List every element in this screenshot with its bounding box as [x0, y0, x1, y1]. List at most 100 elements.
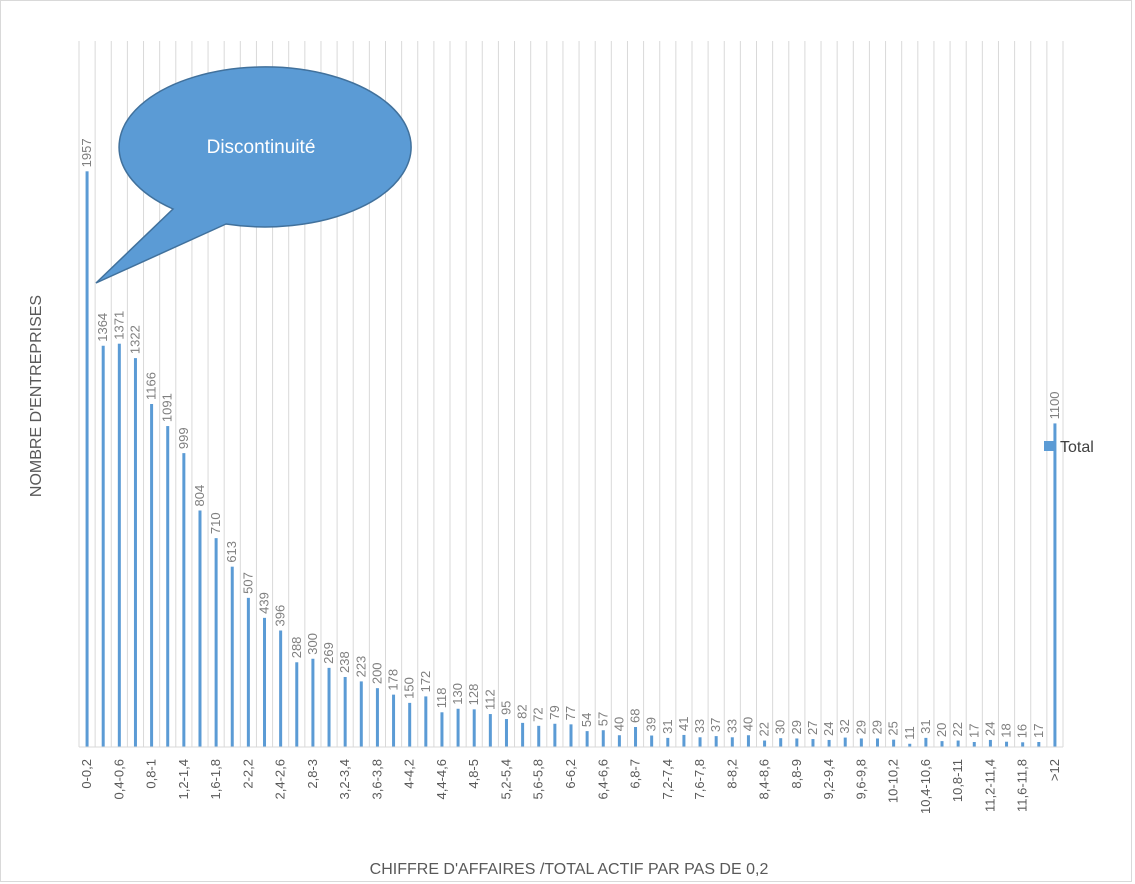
bar [601, 730, 605, 747]
x-tick-label: 0,8-1 [144, 759, 159, 789]
bar [730, 737, 734, 747]
data-label: 269 [321, 642, 336, 664]
x-tick-label: 2-2,2 [240, 759, 255, 789]
data-label: 54 [579, 713, 594, 727]
data-label: 112 [482, 689, 497, 710]
data-label: 238 [337, 651, 352, 673]
x-tick-label: 6,4-6,6 [595, 759, 610, 799]
x-axis-title: CHIFFRE D'AFFAIRES /TOTAL ACTIF PAR PAS … [370, 861, 769, 878]
data-label: 178 [386, 669, 401, 691]
data-label: 22 [757, 722, 772, 736]
bar [214, 538, 218, 747]
x-tick-label: 2,4-2,6 [273, 759, 288, 799]
bar [424, 696, 428, 747]
bar [392, 694, 396, 747]
data-label: 77 [563, 706, 578, 720]
legend-label: Total [1060, 439, 1094, 456]
bar [456, 708, 460, 747]
data-label: 30 [773, 720, 788, 734]
bar [746, 735, 750, 747]
bar [843, 737, 847, 747]
x-tick-label: 10,8-11 [950, 759, 965, 802]
bar [650, 735, 654, 747]
data-label: 31 [918, 719, 933, 733]
x-tick-label: 11,6-11,8 [1015, 759, 1030, 812]
bar [133, 358, 137, 747]
data-label: 95 [498, 701, 513, 715]
data-label: 33 [692, 719, 707, 733]
x-tick-label: 8-8,2 [724, 759, 739, 789]
bar [359, 681, 363, 747]
data-label: 29 [789, 720, 804, 734]
bar [263, 617, 267, 747]
data-label: 24 [982, 721, 997, 735]
x-tick-label: 8,4-8,6 [757, 759, 772, 799]
bar [585, 731, 589, 747]
bar [521, 722, 525, 747]
bar [279, 630, 283, 747]
callout-text: Discontinuité [207, 137, 316, 158]
data-label: 41 [676, 716, 691, 730]
bar [956, 740, 960, 747]
bar [85, 171, 89, 748]
x-tick-label: 10-10,2 [886, 759, 901, 803]
data-label: 1957 [79, 138, 94, 167]
data-label: 82 [515, 704, 530, 718]
x-tick-label: 0-0,2 [79, 759, 94, 789]
x-tick-label: >12 [1047, 759, 1062, 781]
data-label: 29 [869, 720, 884, 734]
x-tick-label: 7,2-7,4 [660, 759, 675, 799]
data-label: 1100 [1047, 391, 1062, 419]
bar [117, 343, 121, 747]
data-label: 27 [805, 721, 820, 735]
bar [246, 597, 250, 747]
bar [892, 739, 896, 747]
bar [440, 712, 444, 747]
bars [85, 171, 1057, 748]
bar [763, 740, 767, 747]
data-label: 1322 [127, 325, 142, 354]
data-label: 150 [402, 677, 417, 699]
x-tick-label: 10,4-10,6 [918, 759, 933, 814]
callout: Discontinuité [95, 66, 412, 284]
x-tick-label: 4-4,2 [402, 759, 417, 789]
x-tick-label: 3,2-3,4 [337, 759, 352, 799]
data-label: 396 [273, 605, 288, 627]
x-tick-labels: 0-0,2 0,4-0,6 0,8-1 1,2-1,4 1,6-1,8 2-2,2 2,4-… [79, 759, 1062, 814]
data-label: 17 [966, 724, 981, 738]
data-label: 999 [176, 427, 191, 449]
bar [230, 566, 234, 747]
bar [940, 741, 944, 747]
x-tick-label: 6,8-7 [628, 759, 643, 789]
bar [1053, 423, 1057, 747]
data-label: 11 [902, 726, 917, 740]
data-label: 300 [305, 633, 320, 655]
bar [1021, 742, 1025, 747]
bar [988, 739, 992, 747]
data-label: 710 [208, 512, 223, 534]
bar [811, 739, 815, 747]
bar [634, 726, 638, 747]
bar [472, 709, 476, 747]
data-label: 1091 [160, 393, 175, 422]
x-tick-label: 11,2-11,4 [982, 759, 997, 812]
data-label: 18 [999, 723, 1014, 737]
data-label: 288 [289, 637, 304, 659]
data-label: 40 [611, 717, 626, 731]
bar [327, 667, 331, 747]
bar [714, 736, 718, 747]
data-label: 128 [466, 684, 481, 706]
data-label: 16 [1015, 724, 1030, 738]
x-tick-label: 9,6-9,8 [853, 759, 868, 799]
data-label: 24 [821, 721, 836, 735]
data-label: 613 [224, 541, 239, 563]
data-label: 1166 [144, 372, 159, 400]
bar [859, 738, 863, 747]
data-label: 25 [886, 721, 901, 735]
bar [408, 702, 412, 747]
callout-bubble [95, 66, 412, 284]
legend-swatch [1044, 441, 1054, 451]
